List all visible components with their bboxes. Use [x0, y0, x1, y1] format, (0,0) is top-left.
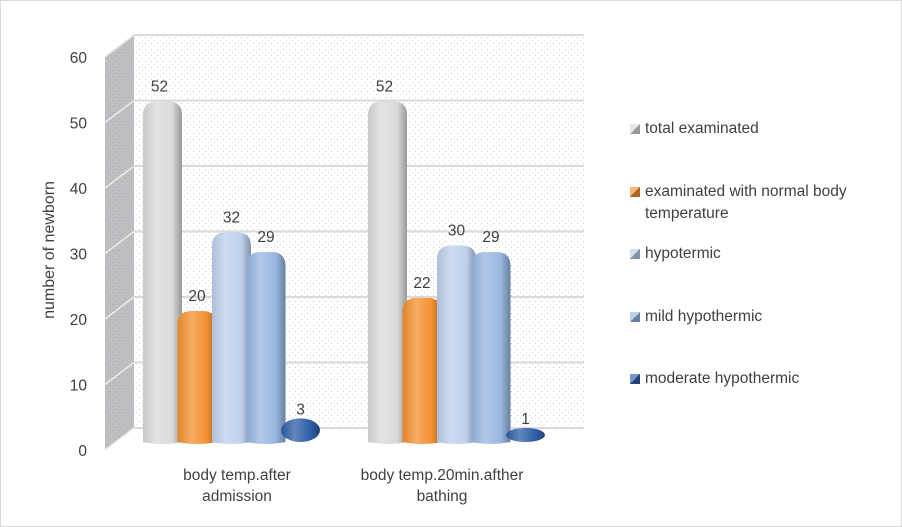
legend-swatch-icon [630, 249, 640, 259]
bar [402, 297, 442, 444]
data-labels: 52 20 32 29 3 52 22 30 29 1 [151, 78, 530, 428]
y-tick-label: 40 [70, 181, 88, 198]
side-gridline [104, 427, 135, 451]
legend-label: total examinated [645, 120, 759, 137]
bar [212, 232, 251, 444]
legend-item: total examinated [630, 118, 759, 140]
y-tick-label: 0 [78, 443, 87, 460]
data-label: 30 [448, 223, 466, 240]
x-tick-label: body temp.20min.afther [361, 467, 524, 484]
y-tick-label: 60 [70, 50, 88, 67]
side-wall-top-edge [104, 34, 135, 58]
x-tick-label: bathing [417, 488, 468, 505]
data-label: 22 [413, 275, 430, 292]
y-tick-label: 50 [70, 116, 88, 133]
side-gridline [104, 230, 135, 255]
data-label: 52 [376, 78, 393, 95]
data-label: 29 [482, 229, 499, 246]
x-tick-label: body temp.after [183, 467, 291, 484]
bar [506, 428, 545, 442]
data-label: 3 [296, 401, 305, 418]
legend-item: examinated with normal body temperature [630, 181, 847, 225]
legend-label: moderate hypothermic [645, 370, 800, 387]
legend-item: mild hypothermic [630, 306, 762, 328]
y-tick-label: 20 [70, 312, 88, 329]
bar [281, 418, 320, 442]
data-label: 1 [521, 411, 530, 428]
legend-swatch-icon [630, 312, 640, 322]
bars [143, 101, 545, 445]
x-axis-labels: body temp.after admission body temp.20min.… [183, 467, 523, 505]
bar [246, 252, 286, 444]
bar [368, 101, 407, 445]
bar [437, 245, 476, 444]
x-tick-label: admission [202, 488, 272, 505]
side-gridline [104, 165, 135, 189]
y-axis-ticks: 0 10 20 30 40 50 60 [70, 50, 88, 460]
data-label: 52 [151, 78, 168, 95]
bar [143, 101, 182, 445]
legend-item: hypotermic [630, 243, 721, 265]
side-gridline [104, 361, 135, 386]
side-gridline [104, 99, 135, 124]
legend-label: hypotermic [645, 245, 721, 262]
bar [177, 311, 217, 444]
legend-swatch-icon [630, 374, 640, 384]
legend-swatch-icon [630, 124, 640, 134]
legend-swatch-icon [630, 187, 640, 197]
legend-label: examinated with normal body temperature [645, 183, 847, 222]
data-label: 32 [223, 209, 240, 226]
y-axis-label: number of newborn [41, 181, 58, 319]
y-tick-label: 10 [70, 378, 88, 395]
bar [471, 252, 511, 444]
legend-item: moderate hypothermic [630, 368, 799, 390]
side-gridline [104, 296, 135, 320]
data-label: 20 [188, 288, 206, 305]
legend-label: mild hypothermic [645, 308, 763, 325]
data-label: 29 [257, 229, 274, 246]
y-tick-label: 30 [70, 247, 88, 264]
